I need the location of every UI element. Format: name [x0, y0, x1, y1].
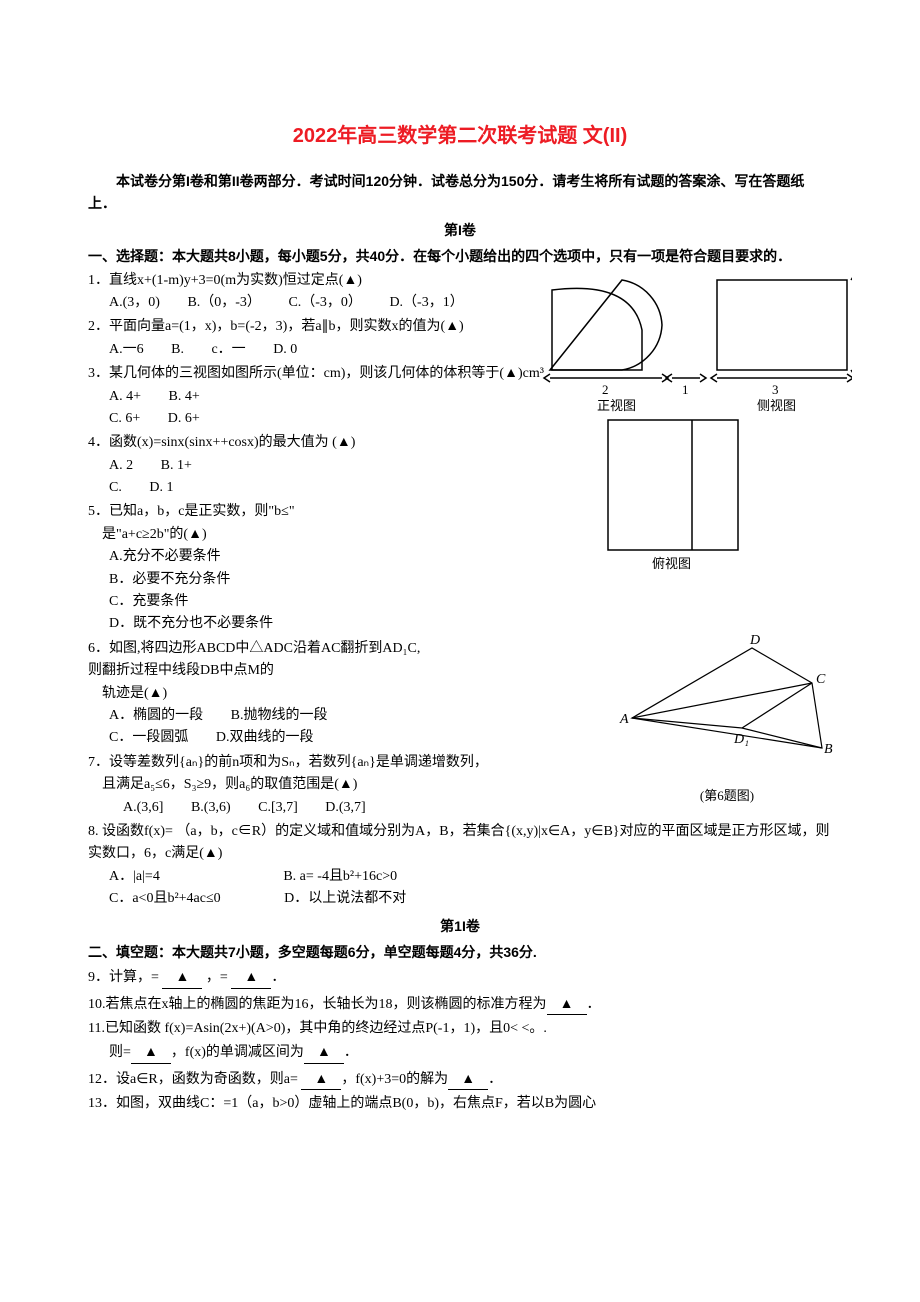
question-12: 12．设a∈R，函数为奇函数，则a= ▲，f(x)+3=0的解为▲．: [88, 1067, 832, 1091]
question-13: 13．如图，双曲线C：=1（a，b>0）虚轴上的端点B(0，b)，右焦点F，若以…: [88, 1093, 832, 1115]
q11-end: ．: [344, 1045, 358, 1060]
question-9: 9．计算，= ▲ ，= ▲．: [88, 965, 832, 989]
q9-text3: ．: [271, 970, 285, 985]
front-view-label: 正视图: [597, 398, 636, 413]
q5-opt-b: B．必要不充分条件: [109, 569, 230, 591]
q5-opt-a: A.充分不必要条件: [109, 546, 221, 568]
front-width-2: 2: [602, 382, 609, 397]
fig6-C: C: [816, 672, 826, 687]
q9-text1: 9．计算，=: [88, 970, 162, 985]
part-b-heading: 二、填空题：本大题共7小题，多空题每题6分，单空题每题4分，共36分.: [88, 941, 832, 963]
q4-opt-a: A. 2: [109, 455, 133, 477]
q12-blank1: ▲: [301, 1067, 341, 1090]
q9-text2: ，=: [202, 970, 231, 985]
q1-opt-c: C.（-3，0）: [288, 292, 362, 314]
q7-opt-b: B.(3,6): [191, 797, 231, 819]
q1-opt-d: D.（-3，1）: [389, 292, 463, 314]
fig6-D1: D₁: [733, 732, 749, 747]
three-view-figure: 2 正视图 1 3 2 侧视图 俯视图: [542, 270, 852, 588]
q7-opt-d: D.(3,7]: [325, 797, 365, 819]
side-view-label: 侧视图: [757, 398, 796, 413]
q4-opt-c: C.: [109, 477, 122, 499]
exam-title: 2022年高三数学第二次联考试题 文(II): [88, 120, 832, 152]
section-2-label: 第1I卷: [88, 915, 832, 937]
q5-opt-c: C．充要条件: [109, 591, 188, 613]
question-8: 8. 设函数f(x)= （a，b，c∈R）的定义域和值域分别为A，B，若集合{(…: [88, 821, 832, 911]
q5-opt-d: D．既不充分也不必要条件: [109, 613, 273, 635]
q12-blank2: ▲: [448, 1067, 488, 1090]
gap-1: 1: [682, 382, 689, 397]
fig6-B: B: [824, 742, 833, 757]
fig6-caption: (第6题图): [612, 786, 842, 807]
q2-opt-c: c．一: [211, 339, 245, 361]
part-a-heading: 一、选择题：本大题共8小题，每小题5分，共40分．在每个小题给出的四个选项中，只…: [116, 245, 832, 267]
q1-opt-b: B.（0，-3）: [187, 292, 261, 314]
q6-opt-c: C．一段圆弧: [109, 727, 188, 749]
q8-opt-b: B. a= -4且b²+16c>0: [283, 866, 397, 888]
q10-end: ．: [587, 997, 601, 1012]
q3-opt-a: A. 4+: [109, 386, 141, 408]
q3-opt-b: B. 4+: [169, 386, 200, 408]
q6-opt-a: A．椭圆的一段: [109, 705, 203, 727]
q11-blank1: ▲: [131, 1040, 171, 1063]
q12-text1: 12．设a∈R，函数为奇函数，则a=: [88, 1072, 301, 1087]
top-view-label: 俯视图: [652, 556, 691, 571]
intro-text: 本试卷分第I卷和第II卷两部分．考试时间120分钟．试卷总分为150分．请考生将…: [88, 170, 832, 215]
q8-opt-c: C．a<0且b²+4ac≤0: [109, 888, 221, 910]
q7-opt-c: C.[3,7]: [258, 797, 298, 819]
q2-opt-a: A.一6: [109, 339, 144, 361]
q10-blank: ▲: [547, 992, 587, 1015]
q8-opt-a: A．|a|=4: [109, 866, 160, 888]
q11-text3: ，f(x)的单调减区间为: [171, 1045, 304, 1060]
q10-text: 10.若焦点在x轴上的椭圆的焦距为16，长轴长为18，则该椭圆的标准方程为: [88, 997, 547, 1012]
q6-opt-d: D.双曲线的一段: [216, 727, 314, 749]
q11-text1: 11.已知函数 f(x)=Asin(2x+)(A>0)，其中角的终边经过点P(-…: [88, 1018, 832, 1040]
question-10: 10.若焦点在x轴上的椭圆的焦距为16，长轴长为18，则该椭圆的标准方程为▲．: [88, 992, 832, 1016]
fig6-A: A: [619, 712, 629, 727]
figure-6: A B C D D₁ (第6题图): [612, 628, 842, 807]
q3-opt-c: C. 6+: [109, 408, 140, 430]
q7-opt-a: A.(3,6]: [123, 797, 163, 819]
q12-text2: ，f(x)+3=0的解为: [341, 1072, 448, 1087]
q9-blank2: ▲: [231, 965, 271, 988]
q4-opt-d: D. 1: [149, 477, 173, 499]
q11-blank2: ▲: [304, 1040, 344, 1063]
q1-opt-a: A.(3，0): [109, 292, 160, 314]
fig6-D: D: [749, 633, 760, 648]
q4-opt-b: B. 1+: [161, 455, 192, 477]
q12-end: ．: [488, 1072, 502, 1087]
q2-opt-b: B.: [171, 339, 184, 361]
q6-opt-b: B.抛物线的一段: [231, 705, 328, 727]
q3-opt-d: D. 6+: [168, 408, 200, 430]
question-11: 11.已知函数 f(x)=Asin(2x+)(A>0)，其中角的终边经过点P(-…: [88, 1018, 832, 1065]
q2-opt-d: D. 0: [273, 339, 297, 361]
section-1-label: 第I卷: [88, 219, 832, 241]
side-width-3: 3: [772, 382, 779, 397]
q8-opt-d: D．以上说法都不对: [284, 888, 406, 910]
q9-blank1: ▲: [162, 965, 202, 988]
q8-stem: 8. 设函数f(x)= （a，b，c∈R）的定义域和值域分别为A，B，若集合{(…: [88, 821, 832, 866]
q11-text2: 则=: [109, 1045, 131, 1060]
q13-text: 13．如图，双曲线C：=1（a，b>0）虚轴上的端点B(0，b)，右焦点F，若以…: [88, 1096, 596, 1111]
